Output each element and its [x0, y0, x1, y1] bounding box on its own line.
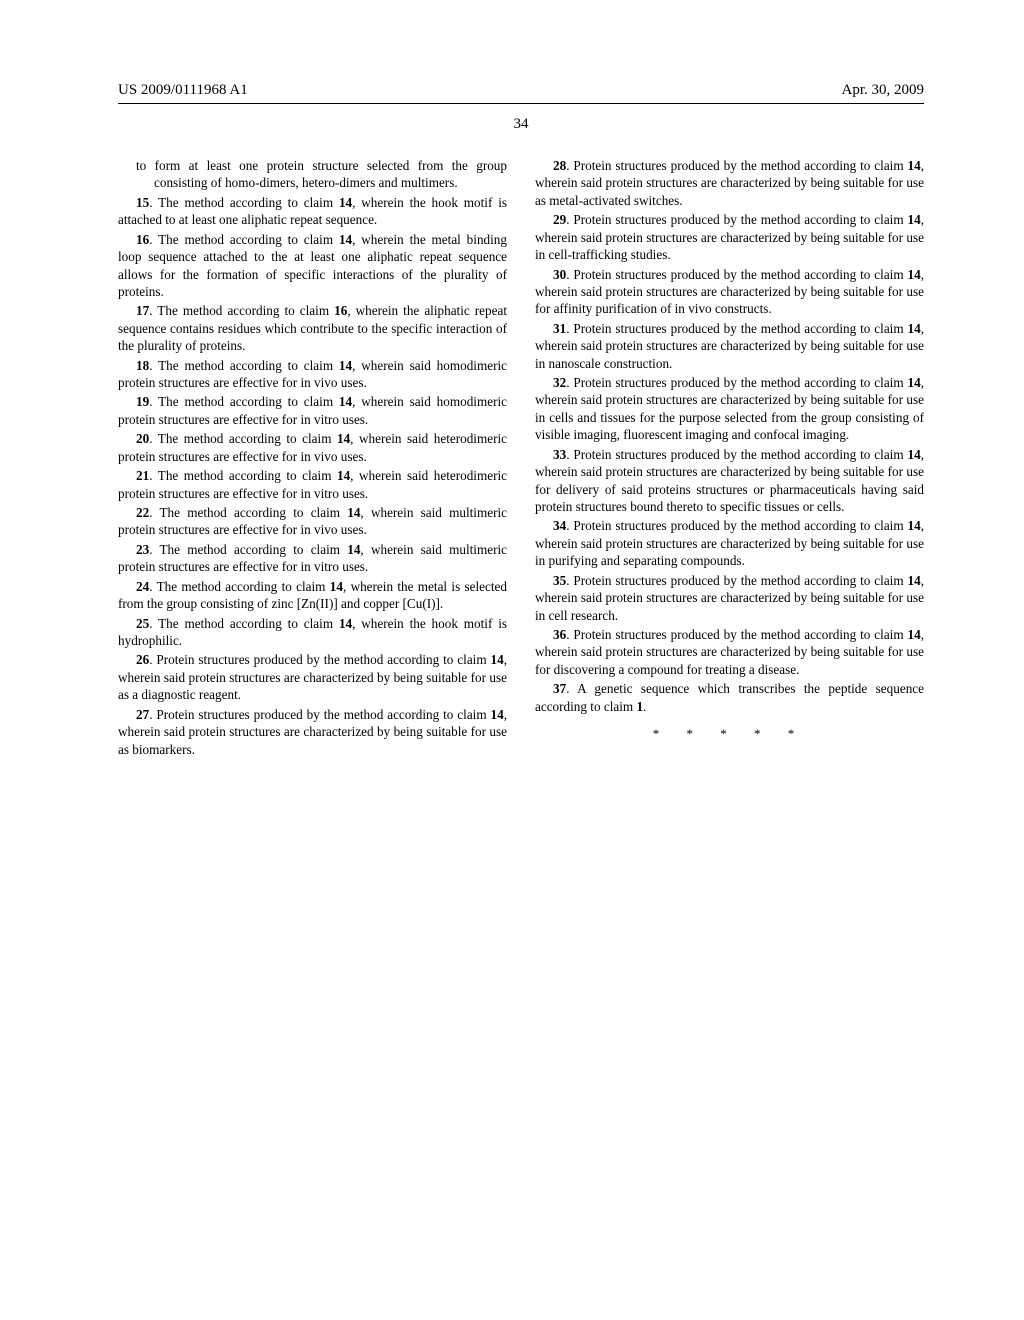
- claim-paragraph: 30. Protein structures produced by the m…: [535, 266, 924, 318]
- claim-ref-number: 14: [337, 468, 350, 483]
- claim-paragraph: 16. The method according to claim 14, wh…: [118, 231, 507, 301]
- claim-paragraph: 17. The method according to claim 16, wh…: [118, 302, 507, 354]
- claim-ref-number: 14: [339, 232, 352, 247]
- claim-paragraph: 35. Protein structures produced by the m…: [535, 572, 924, 624]
- claim-ref-number: 14: [347, 542, 360, 557]
- claim-ref-number: 14: [337, 431, 350, 446]
- claims-right-group: 28. Protein structures produced by the m…: [535, 157, 924, 715]
- claim-number: 30: [553, 267, 566, 282]
- claim-ref-number: 14: [491, 652, 504, 667]
- claim-ref-number: 14: [908, 518, 921, 533]
- claim-paragraph: 36. Protein structures produced by the m…: [535, 626, 924, 678]
- claim-number: 34: [553, 518, 566, 533]
- claim-paragraph: 29. Protein structures produced by the m…: [535, 211, 924, 263]
- claim-paragraph: 27. Protein structures produced by the m…: [118, 706, 507, 758]
- page-number: 34: [118, 116, 924, 133]
- claim-ref-number: 14: [908, 447, 921, 462]
- claim-ref-number: 14: [908, 627, 921, 642]
- claim-ref-number: 14: [908, 321, 921, 336]
- claim-ref-number: 1: [636, 699, 643, 714]
- page-container: US 2009/0111968 A1 Apr. 30, 2009 34 to f…: [0, 0, 1024, 818]
- claim-ref-number: 16: [334, 303, 347, 318]
- claim-number: 32: [553, 375, 566, 390]
- claims-body: to form at least one protein structure s…: [118, 157, 924, 758]
- header-rule: [118, 103, 924, 104]
- claim-paragraph: 15. The method according to claim 14, wh…: [118, 194, 507, 229]
- claim-number: 24: [136, 579, 149, 594]
- claim-number: 33: [553, 447, 566, 462]
- claim-number: 35: [553, 573, 566, 588]
- claim-paragraph: 19. The method according to claim 14, wh…: [118, 393, 507, 428]
- claim-ref-number: 14: [347, 505, 360, 520]
- claim-number: 37: [553, 681, 566, 696]
- claim-paragraph: 20. The method according to claim 14, wh…: [118, 430, 507, 465]
- claim-ref-number: 14: [908, 158, 921, 173]
- claim-number: 28: [553, 158, 566, 173]
- claim-number: 23: [136, 542, 149, 557]
- claim-ref-number: 14: [908, 267, 921, 282]
- publication-date: Apr. 30, 2009: [842, 82, 925, 99]
- page-header: US 2009/0111968 A1 Apr. 30, 2009: [118, 82, 924, 99]
- claim-paragraph: 34. Protein structures produced by the m…: [535, 517, 924, 569]
- claim-paragraph: 33. Protein structures produced by the m…: [535, 446, 924, 516]
- claim-number: 36: [553, 627, 566, 642]
- claim-number: 20: [136, 431, 149, 446]
- claim-ref-number: 14: [339, 195, 352, 210]
- claim-paragraph: 22. The method according to claim 14, wh…: [118, 504, 507, 539]
- claim-paragraph: to form at least one protein structure s…: [118, 157, 507, 192]
- claim-paragraph: 24. The method according to claim 14, wh…: [118, 578, 507, 613]
- claim-paragraph: 31. Protein structures produced by the m…: [535, 320, 924, 372]
- claim-number: 21: [136, 468, 149, 483]
- claim-paragraph: 37. A genetic sequence which transcribes…: [535, 680, 924, 715]
- claim-paragraph: 26. Protein structures produced by the m…: [118, 651, 507, 703]
- claim-number: 16: [136, 232, 149, 247]
- claim-paragraph: 25. The method according to claim 14, wh…: [118, 615, 507, 650]
- end-stars: * * * * *: [535, 725, 924, 742]
- claim-ref-number: 14: [491, 707, 504, 722]
- claim-number: 31: [553, 321, 566, 336]
- claim-ref-number: 14: [908, 573, 921, 588]
- claim-paragraph: 21. The method according to claim 14, wh…: [118, 467, 507, 502]
- claim-ref-number: 14: [339, 616, 352, 631]
- claim-paragraph: 18. The method according to claim 14, wh…: [118, 357, 507, 392]
- claim-number: 26: [136, 652, 149, 667]
- claim-number: 19: [136, 394, 149, 409]
- claim-number: 18: [136, 358, 149, 373]
- publication-number: US 2009/0111968 A1: [118, 82, 248, 99]
- claim-number: 25: [136, 616, 149, 631]
- claim-number: 29: [553, 212, 566, 227]
- claim-paragraph: 32. Protein structures produced by the m…: [535, 374, 924, 444]
- claim-ref-number: 14: [339, 394, 352, 409]
- claim-number: 17: [136, 303, 149, 318]
- claim-number: 15: [136, 195, 149, 210]
- claim-number: 22: [136, 505, 149, 520]
- claims-left-group: to form at least one protein structure s…: [118, 157, 507, 758]
- claim-ref-number: 14: [908, 212, 921, 227]
- claim-ref-number: 14: [908, 375, 921, 390]
- claim-number: 27: [136, 707, 149, 722]
- claim-ref-number: 14: [339, 358, 352, 373]
- claim-paragraph: 23. The method according to claim 14, wh…: [118, 541, 507, 576]
- claim-ref-number: 14: [330, 579, 343, 594]
- claim-paragraph: 28. Protein structures produced by the m…: [535, 157, 924, 209]
